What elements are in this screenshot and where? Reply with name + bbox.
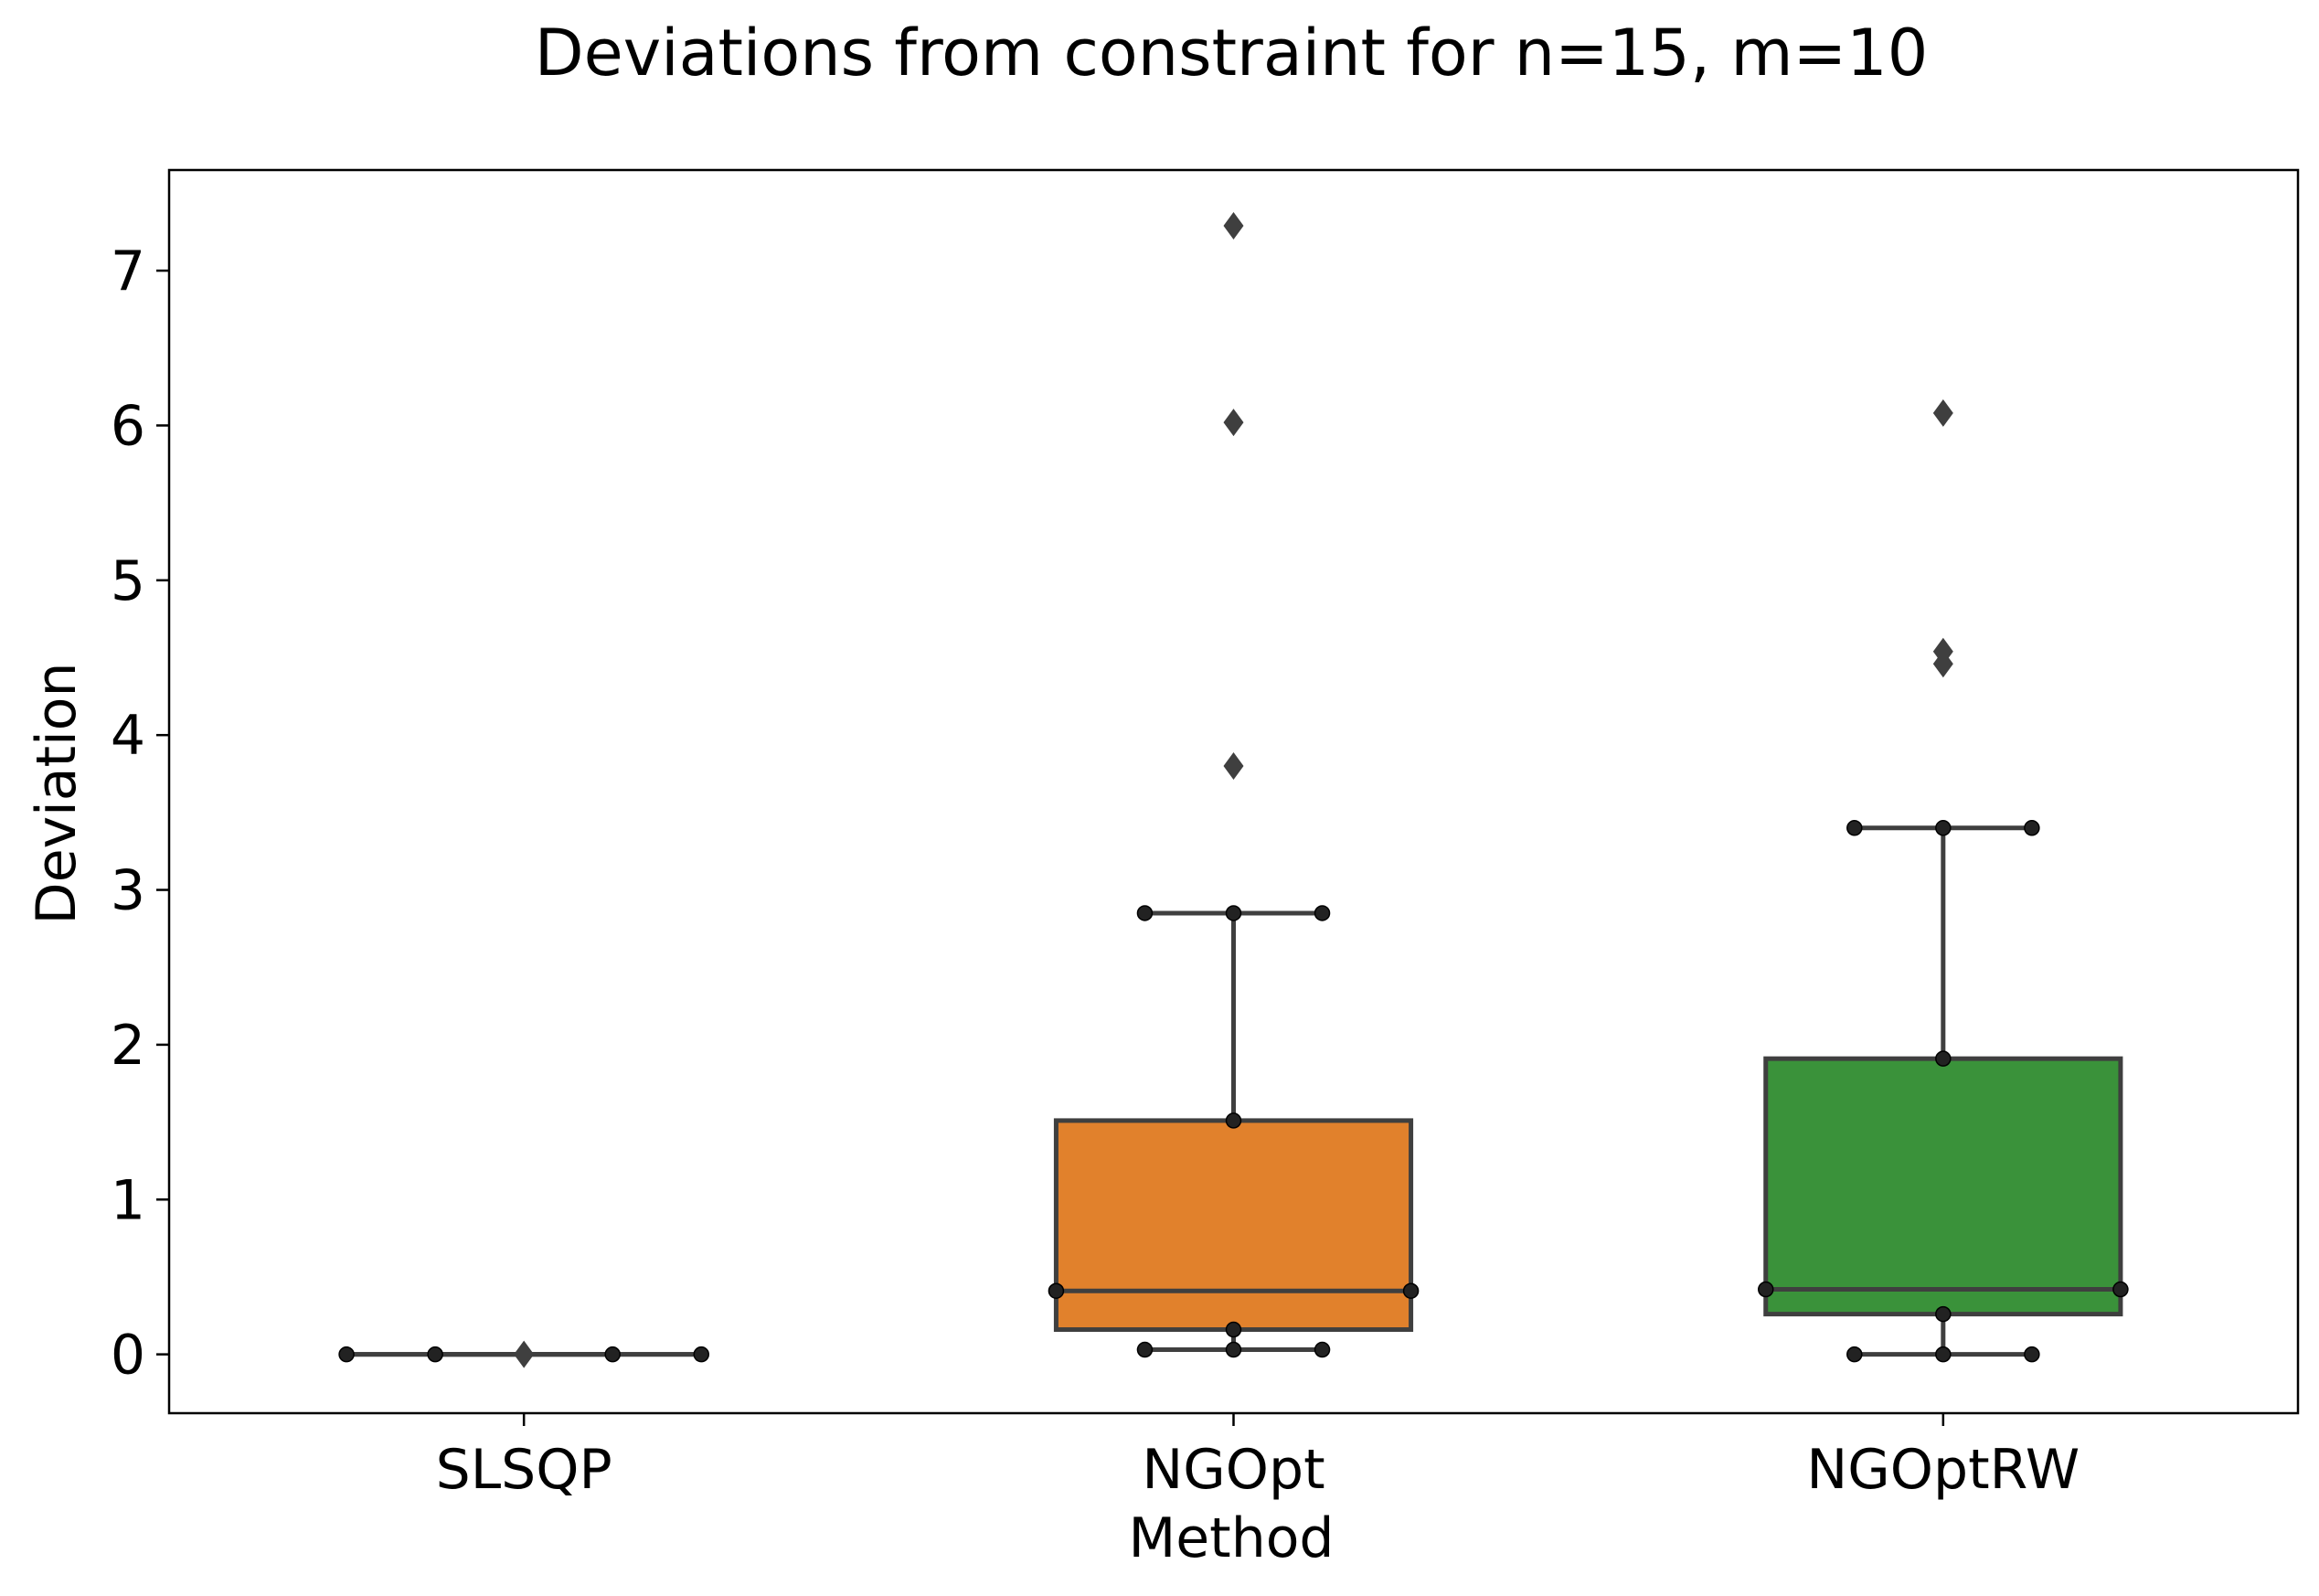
y-tick-label: 3 <box>111 859 145 923</box>
plot-area <box>338 211 2129 1368</box>
box-group-slsqp <box>338 1340 709 1368</box>
outlier-point <box>514 1340 535 1368</box>
summary-point <box>1225 1321 1242 1338</box>
outlier-point <box>1932 637 1953 665</box>
summary-point <box>1314 1341 1331 1358</box>
y-tick-label: 2 <box>111 1014 145 1078</box>
summary-point <box>1225 905 1242 921</box>
y-tick-label: 4 <box>111 704 145 768</box>
x-axis-label: Method <box>1128 1506 1334 1570</box>
box-group-ngopt <box>1048 211 1420 1358</box>
summary-point <box>1846 820 1863 836</box>
summary-point <box>1935 1346 1952 1363</box>
summary-point <box>2112 1281 2129 1298</box>
outlier-point <box>1932 399 1953 427</box>
summary-point <box>338 1346 355 1363</box>
summary-point <box>2024 820 2040 836</box>
box-group-ngoptrw <box>1758 399 2129 1363</box>
summary-point <box>427 1346 443 1363</box>
summary-point <box>1846 1346 1863 1363</box>
summary-point <box>1935 820 1952 836</box>
summary-point <box>693 1346 709 1363</box>
y-axis: 0 1 2 3 4 5 6 7 <box>111 239 169 1388</box>
summary-point <box>1758 1281 1774 1298</box>
x-tick-label: NGOptRW <box>1806 1438 2080 1502</box>
chart-title: Deviations from constraint for n=15, m=1… <box>535 16 1928 90</box>
summary-point <box>2024 1346 2040 1363</box>
outlier-point <box>1223 409 1244 437</box>
summary-point <box>1048 1282 1065 1299</box>
box-body <box>1053 1118 1414 1333</box>
summary-point <box>1314 905 1331 921</box>
x-axis: SLSQP NGOpt NGOptRW <box>436 1413 2080 1502</box>
y-tick-label: 7 <box>111 239 145 303</box>
summary-point <box>604 1346 621 1363</box>
y-tick-label: 1 <box>111 1168 145 1232</box>
box-body <box>1763 1056 2123 1317</box>
outlier-point <box>1223 211 1244 239</box>
outlier-point <box>1223 752 1244 781</box>
summary-point <box>1225 1112 1242 1129</box>
x-tick-label: SLSQP <box>436 1438 612 1502</box>
summary-point <box>1402 1282 1420 1299</box>
summary-point <box>1136 905 1154 921</box>
summary-point <box>1225 1341 1242 1358</box>
summary-point <box>1935 1050 1952 1067</box>
y-tick-label: 6 <box>111 394 145 458</box>
y-tick-label: 5 <box>111 549 145 613</box>
y-axis-label: Deviation <box>25 663 89 925</box>
summary-point <box>1136 1341 1154 1358</box>
y-tick-label: 0 <box>111 1324 145 1388</box>
x-tick-label: NGOpt <box>1142 1438 1324 1502</box>
summary-point <box>1935 1305 1952 1323</box>
